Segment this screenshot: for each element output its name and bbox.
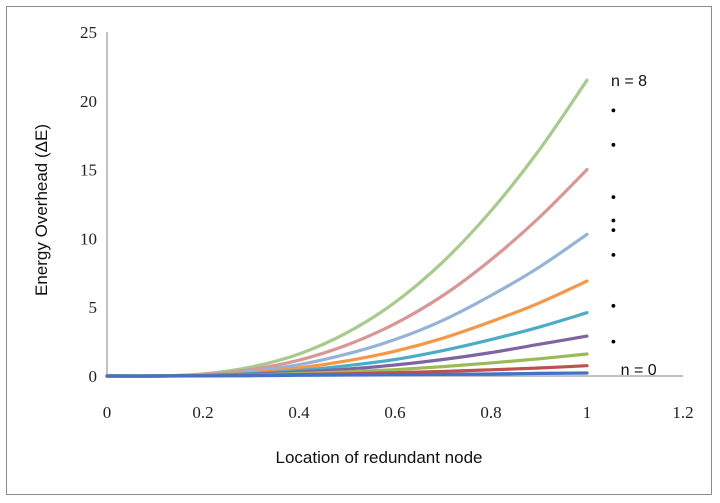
y-axis-title: Energy Overhead (ΔE) (32, 124, 51, 296)
chart-frame (6, 6, 712, 495)
series-dot-marker (611, 218, 616, 223)
series-dot-marker (611, 253, 616, 257)
y-tick-label: 25 (80, 23, 97, 42)
y-tick-label: 10 (80, 229, 97, 248)
series-line-6 (105, 232, 589, 378)
y-tick-label: 15 (80, 161, 97, 180)
series-dot-marker (611, 339, 616, 344)
series-dot-marker (611, 195, 616, 200)
series-layer (105, 78, 589, 378)
series-dot-marker (611, 108, 616, 113)
series-line-0 (105, 371, 589, 378)
series-line-8 (105, 78, 589, 378)
series-annotation-0: n = 8 (611, 73, 647, 90)
x-tick-label: 0.4 (288, 403, 310, 422)
annotation-layer: n = 8 n = 0 (611, 73, 657, 379)
series-annotation-1: n = 0 (621, 362, 657, 379)
x-axis-title: Location of redundant node (275, 448, 482, 467)
x-tick-label: 0 (103, 403, 112, 422)
series-line-7 (105, 168, 589, 378)
x-tick-label: 0.6 (384, 403, 405, 422)
x-tick-label: 0.8 (480, 403, 501, 422)
y-tick-label: 0 (89, 367, 98, 386)
y-tick-label: 20 (80, 92, 97, 111)
x-tick-label: 1.2 (672, 403, 693, 422)
x-tick-label: 1 (583, 403, 592, 422)
series-dot-marker (611, 142, 616, 147)
series-dot-marker (611, 228, 616, 233)
x-tick-label: 0.2 (192, 403, 213, 422)
y-tick-label: 5 (89, 298, 98, 317)
series-dot-marker (611, 303, 616, 308)
